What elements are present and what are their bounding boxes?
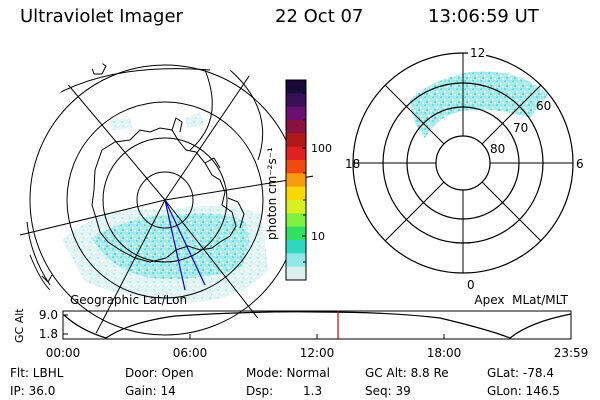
colorbar-band — [286, 146, 306, 161]
glon-status: GLon: 146.5 — [487, 384, 560, 398]
colorbar-band — [286, 226, 306, 241]
alt-ylabel: GC Alt — [13, 308, 26, 343]
mlt-label-6: 6 — [576, 157, 584, 171]
geographic-map — [19, 50, 315, 346]
alt-xtick-0000: 00:00 — [46, 346, 81, 360]
gain-status: Gain: 14 — [125, 384, 176, 398]
colorbar-band — [286, 173, 306, 188]
gc-alt-status: GC Alt: 8.8 Re — [365, 366, 449, 380]
colorbar-tick-100: 100 — [311, 142, 332, 155]
alt-ytick-high: 9.0 — [39, 308, 58, 322]
dsp-label: Dsp: — [246, 384, 274, 398]
colorbar-band — [286, 133, 306, 148]
colorbar: 100 10 photon cm⁻²s⁻¹ — [265, 79, 332, 281]
altitude-plot: 9.0 1.8 GC Alt 00:00 06:00 12:00 18:00 2… — [13, 308, 588, 360]
colorbar-band — [286, 253, 306, 268]
magnetic-polar-map: 12 18 6 0 60 70 80 — [345, 46, 584, 292]
alt-xtick-1200: 12:00 — [300, 346, 335, 360]
alt-xtick-0600: 06:00 — [173, 346, 208, 360]
mlat-label-60: 60 — [536, 99, 551, 113]
seq-status: Seq: 39 — [365, 384, 411, 398]
mlt-label-0: 0 — [467, 278, 475, 292]
colorbar-band — [286, 213, 306, 228]
mlt-label-18: 18 — [345, 157, 360, 171]
alt-ytick-low: 1.8 — [39, 327, 58, 341]
mlt-label-12: 12 — [470, 46, 485, 60]
mlat-label-70: 70 — [513, 121, 528, 135]
mode-status: Mode: Normal — [246, 366, 330, 380]
colorbar-band — [286, 106, 306, 121]
apex-caption: Apex MLat/MLT — [474, 293, 568, 307]
mlat-label-80: 80 — [490, 142, 505, 156]
instrument-title: Ultraviolet Imager — [20, 6, 183, 27]
colorbar-tick-10: 10 — [311, 230, 325, 243]
geographic-caption: Geographic Lat/Lon — [70, 293, 187, 307]
dsp-value: 1.3 — [303, 384, 323, 398]
date-label: 22 Oct 07 — [275, 6, 364, 27]
alt-xtick-2359: 23:59 — [554, 346, 589, 360]
colorbar-band — [286, 80, 306, 94]
colorbar-band — [286, 160, 306, 174]
colorbar-band — [286, 240, 306, 254]
door-status: Door: Open — [125, 366, 194, 380]
filter-status: Flt: LBHL — [10, 366, 64, 380]
time-label: 13:06:59 UT — [428, 6, 539, 27]
glat-status: GLat: -78.4 — [487, 366, 554, 380]
colorbar-units-label: photon cm⁻²s⁻¹ — [265, 147, 279, 240]
alt-xtick-1800: 18:00 — [427, 346, 462, 360]
colorbar-band — [286, 186, 306, 201]
colorbar-band — [286, 120, 306, 134]
colorbar-band — [286, 200, 306, 214]
ip-status: IP: 36.0 — [10, 384, 56, 398]
colorbar-band — [286, 93, 306, 108]
colorbar-band — [286, 266, 306, 281]
